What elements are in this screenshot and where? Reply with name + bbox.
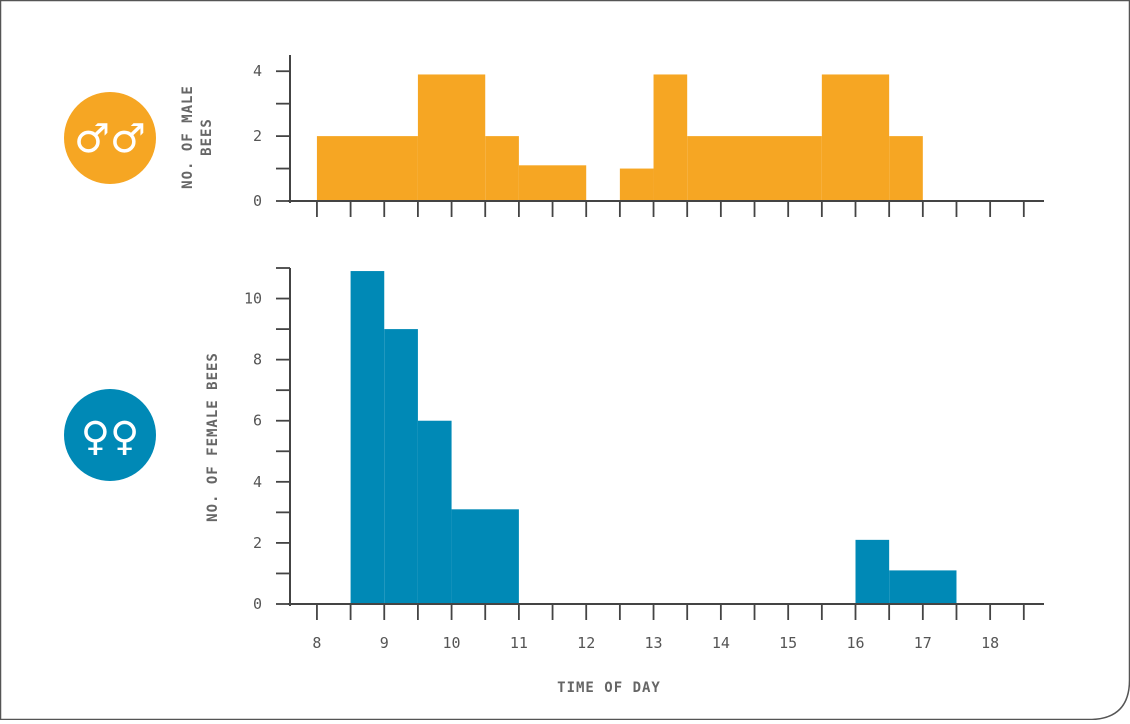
female-bar-4 bbox=[855, 539, 890, 604]
male-bar-6 bbox=[687, 136, 822, 201]
female-ylabel: NO. OF FEMALE BEES bbox=[205, 352, 221, 522]
x-tick-label: 18 bbox=[981, 634, 999, 652]
female-badge-circle bbox=[64, 389, 156, 481]
female-bar-3 bbox=[451, 509, 519, 604]
x-tick-label: 13 bbox=[645, 634, 663, 652]
female-bar-0 bbox=[350, 271, 385, 604]
x-tick-label: 9 bbox=[380, 634, 389, 652]
female-y-tick-label: 2 bbox=[253, 534, 262, 552]
male-symbol-badge: ♂♂ bbox=[64, 92, 156, 184]
x-tick-label: 14 bbox=[712, 634, 730, 652]
x-tick-label: 12 bbox=[577, 634, 595, 652]
female-y-tick-label: 6 bbox=[253, 412, 262, 430]
male-bar-0 bbox=[316, 136, 418, 201]
female-symbol-icon: ♀♀ bbox=[81, 414, 140, 460]
male-bar-1 bbox=[417, 74, 486, 201]
x-tick-label: 16 bbox=[846, 634, 864, 652]
female-bees-panel: 0 2 4 6 8 10 8 9 10 11 12 13 14 15 16 17 18 bbox=[244, 267, 1044, 652]
male-bar-2 bbox=[485, 136, 519, 201]
male-y-tick-label: 2 bbox=[253, 127, 262, 145]
x-tick-label: 15 bbox=[779, 634, 797, 652]
female-y-tick-label: 8 bbox=[253, 351, 262, 369]
x-tick-label: 10 bbox=[443, 634, 461, 652]
x-axis-title: TIME OF DAY bbox=[557, 680, 661, 696]
male-ylabel-line-1: NO. OF MALE bbox=[180, 85, 196, 189]
male-bar-3 bbox=[518, 165, 587, 201]
female-bar-5 bbox=[889, 570, 957, 604]
female-bar-2 bbox=[417, 420, 452, 604]
x-tick-label: 8 bbox=[312, 634, 321, 652]
male-bar-7 bbox=[821, 74, 890, 201]
male-ylabel-line-2: BEES bbox=[199, 118, 215, 156]
female-symbol-badge: ♀♀ bbox=[64, 389, 156, 481]
x-tick-label: 11 bbox=[510, 634, 528, 652]
male-bar-4 bbox=[619, 168, 654, 201]
male-symbol-icon: ♂♂ bbox=[74, 116, 146, 162]
x-tick-label: 17 bbox=[914, 634, 932, 652]
male-bees-panel: 0 2 4 bbox=[253, 55, 1044, 217]
male-bar-8 bbox=[889, 136, 923, 201]
female-y-tick-label: 10 bbox=[244, 290, 262, 308]
male-bar-5 bbox=[653, 74, 688, 201]
female-bar-1 bbox=[384, 329, 418, 604]
male-y-tick-label: 4 bbox=[253, 62, 262, 80]
female-y-tick-label: 0 bbox=[253, 595, 262, 613]
male-badge-circle bbox=[64, 92, 156, 184]
male-y-tick-label: 0 bbox=[253, 192, 262, 210]
female-y-tick-label: 4 bbox=[253, 473, 262, 491]
